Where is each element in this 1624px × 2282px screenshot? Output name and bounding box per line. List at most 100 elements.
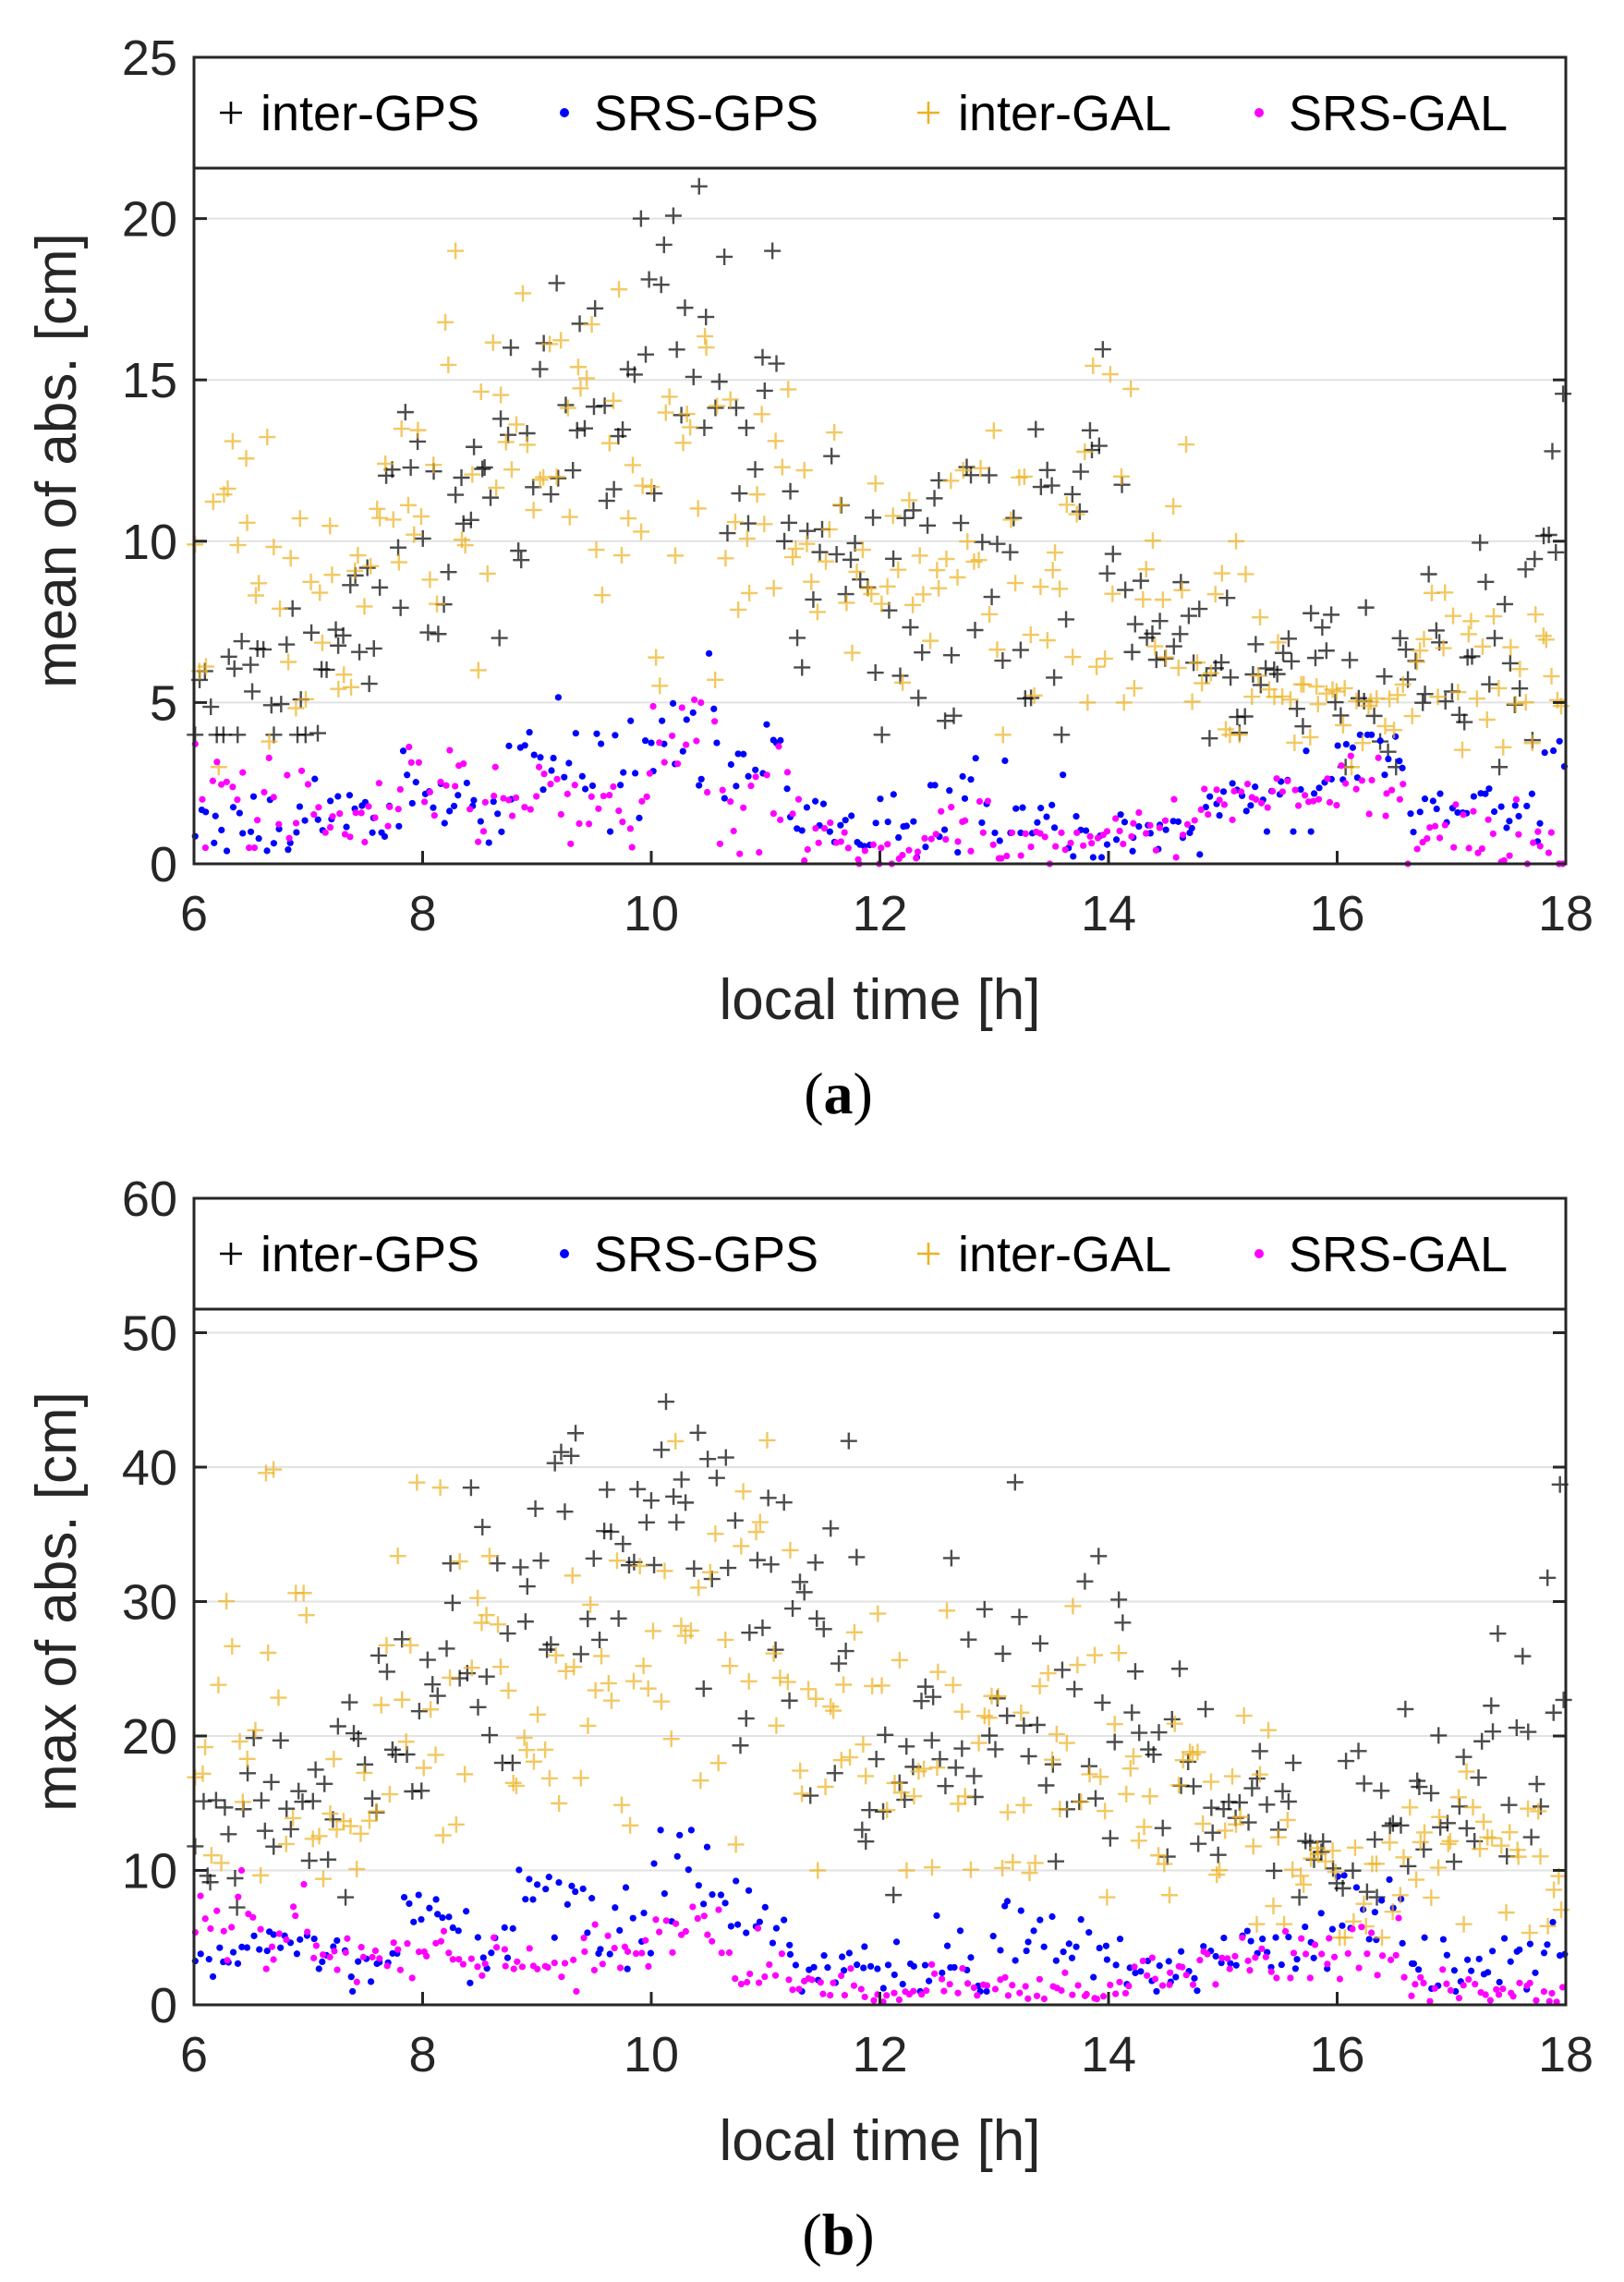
data-point (1131, 1724, 1148, 1742)
data-point (1222, 669, 1240, 686)
data-point (1053, 726, 1071, 744)
data-point (1273, 1974, 1280, 1982)
data-point (652, 1916, 660, 1924)
data-point (1178, 436, 1195, 454)
data-point (707, 399, 724, 417)
data-point (1009, 1982, 1016, 1989)
data-point (974, 1992, 981, 1999)
data-point (809, 1862, 827, 1879)
data-point (349, 1730, 367, 1748)
data-point (1420, 1979, 1427, 1986)
data-point (914, 644, 931, 662)
data-point (257, 1464, 274, 1482)
data-point (1262, 1953, 1269, 1960)
data-point (1065, 1940, 1073, 1948)
data-point (284, 771, 291, 779)
data-point (616, 1964, 624, 1972)
data-point (718, 1949, 725, 1957)
data-point (440, 356, 457, 373)
data-point (782, 1541, 799, 1559)
data-point (389, 1548, 406, 1565)
legend-label: SRS-GAL (1289, 1227, 1508, 1282)
data-point (1378, 1952, 1387, 1960)
data-point (1196, 851, 1204, 858)
data-point (1112, 836, 1121, 844)
data-point (824, 1964, 831, 1972)
data-point (296, 803, 304, 810)
data-point (1500, 856, 1508, 865)
data-point (606, 792, 613, 799)
data-point (547, 781, 554, 788)
data-point (1170, 1777, 1187, 1794)
data-point (981, 1727, 999, 1744)
data-point (837, 838, 844, 845)
data-point (1077, 1916, 1085, 1924)
data-point (315, 1965, 322, 1972)
data-point (678, 406, 696, 423)
data-point (1040, 1943, 1048, 1950)
data-point (207, 1791, 224, 1809)
data-point (1517, 694, 1534, 711)
data-point (1355, 1775, 1373, 1792)
data-point (1520, 1800, 1537, 1817)
data-point (747, 1523, 765, 1541)
data-point (1306, 1974, 1314, 1982)
data-point (1526, 551, 1544, 568)
data-point (255, 834, 262, 843)
data-point (396, 785, 404, 794)
data-point (1545, 1704, 1562, 1721)
data-point (394, 1946, 402, 1953)
data-point (1022, 626, 1039, 644)
data-point (1250, 667, 1267, 685)
data-point (492, 410, 510, 428)
data-point (581, 785, 589, 793)
data-point (939, 1602, 956, 1620)
data-point (1143, 830, 1150, 837)
data-point (304, 1928, 311, 1936)
x-tick-label: 14 (1081, 2027, 1136, 2082)
data-point (970, 1734, 988, 1752)
data-point (1415, 630, 1433, 648)
data-point (1188, 824, 1195, 832)
data-point (1401, 1799, 1419, 1816)
data-point (879, 1802, 896, 1819)
data-point (408, 799, 416, 807)
data-point (1231, 1808, 1249, 1826)
data-point (755, 1979, 763, 1986)
data-point (1047, 544, 1064, 562)
data-point (1205, 810, 1212, 819)
caption: (b) (802, 2202, 874, 2267)
data-point (1204, 1950, 1211, 1958)
data-point (474, 460, 491, 478)
data-point (642, 1936, 649, 1944)
data-point (976, 1707, 993, 1725)
data-point (1399, 1939, 1406, 1947)
data-point (802, 1787, 819, 1804)
data-point (1327, 683, 1345, 700)
data-point (197, 1950, 204, 1958)
data-point (869, 1605, 887, 1622)
data-point (292, 819, 300, 827)
data-point (1281, 691, 1299, 709)
data-point (1094, 1693, 1111, 1711)
data-point (1386, 1875, 1393, 1884)
data-point (551, 1934, 558, 1941)
data-point (540, 1769, 558, 1787)
data-point (272, 1731, 289, 1749)
data-point (1244, 1838, 1262, 1855)
data-point (1098, 1888, 1116, 1906)
data-point (848, 563, 866, 580)
data-point (418, 1915, 425, 1924)
data-point (1310, 1954, 1317, 1961)
data-point (948, 804, 955, 811)
data-point (530, 751, 538, 759)
data-point (926, 490, 943, 507)
data-point (500, 426, 517, 443)
data-point (910, 818, 917, 825)
data-point (1541, 749, 1548, 757)
data-point (1089, 854, 1097, 861)
data-point (343, 678, 360, 696)
data-point (442, 782, 450, 789)
panel-a: 6 8 10 12 14 16 18 0 5 10 15 20 25 inter-GPS SRS-GPS i… (25, 30, 1594, 1126)
